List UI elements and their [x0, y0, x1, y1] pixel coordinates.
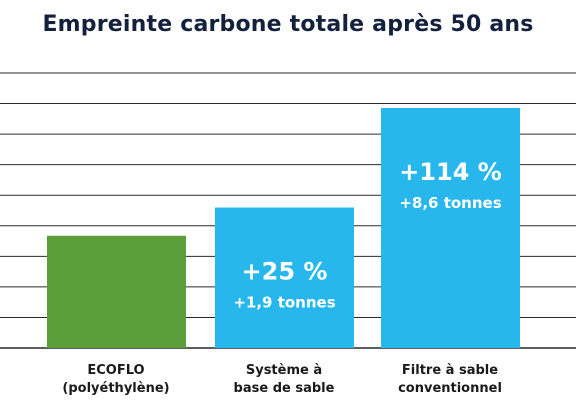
bar-ecoflo [47, 235, 186, 348]
category-label-sand-system: Système à base de sable [233, 363, 335, 396]
chart-title: Empreinte carbone totale après 50 ans [42, 12, 534, 37]
bar-sand-system [215, 207, 354, 348]
bar-tonnes-label: +1,9 tonnes [233, 294, 335, 312]
bar-tonnes-label: +8,6 tonnes [399, 194, 501, 212]
bar-pct-label: +25 % [242, 258, 328, 286]
category-label-conventional-filter: Filtre à sable conventionnel [398, 363, 502, 396]
bar-pct-label: +114 % [399, 158, 502, 186]
category-label-ecoflo: ECOFLO (polyéthylène) [62, 363, 170, 396]
bar-conventional-filter [381, 107, 520, 348]
